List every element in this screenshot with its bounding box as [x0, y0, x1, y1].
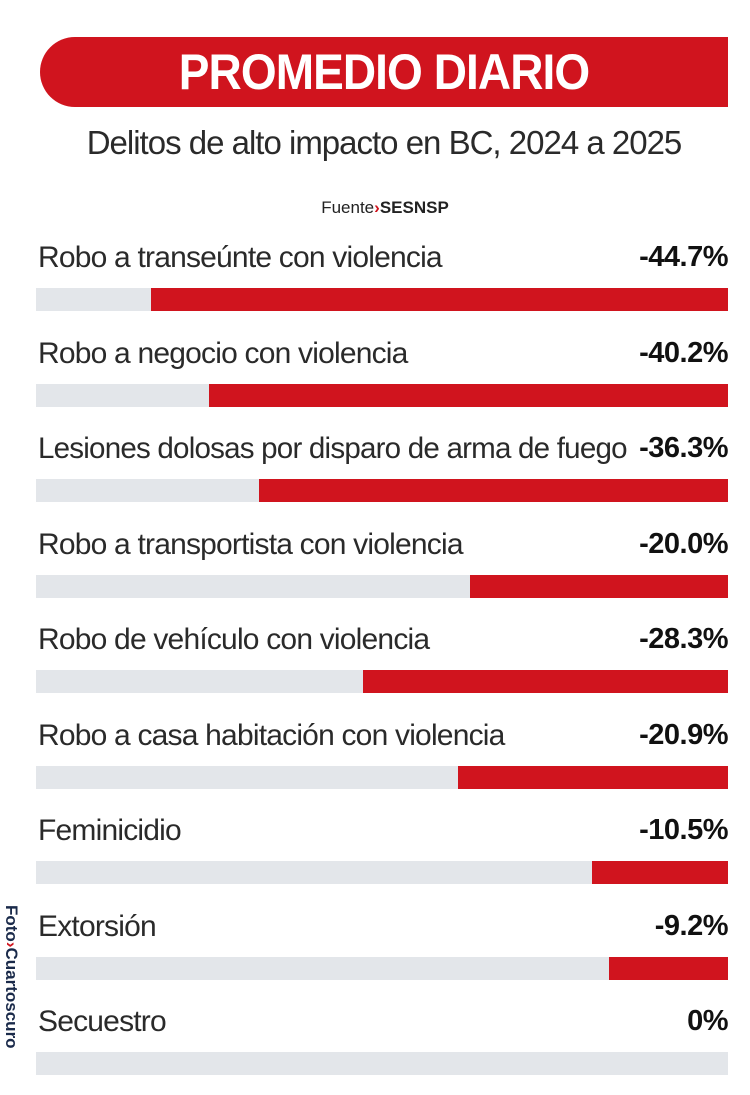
photo-credit: Foto›Cuartoscuro [1, 905, 21, 1055]
bar-row: Robo a casa habitación con violencia -20.… [36, 713, 728, 793]
data-label: -28.3% [639, 623, 728, 655]
bar [609, 956, 728, 980]
data-label: 0% [687, 1005, 728, 1037]
credit-org: Cuartoscuro [2, 947, 21, 1049]
data-label: -20.0% [639, 527, 728, 560]
bar-track [36, 765, 728, 789]
category-label: Robo a transeúnte con violencia [38, 241, 443, 274]
data-label: -9.2% [654, 909, 729, 942]
source-prefix: Fuente [321, 198, 375, 217]
bar-row: Secuestro 0% [36, 999, 728, 1079]
bar [259, 479, 728, 502]
title-banner: PROMEDIO DIARIO [40, 37, 728, 107]
category-label: Robo a casa habitación con violencia [38, 718, 505, 752]
source-line: Fuente›SESNSP [0, 198, 750, 218]
credit-prefix: Foto [2, 905, 21, 942]
bar [592, 861, 728, 884]
bar-row: Robo a transportista con violencia -20.0% [36, 522, 728, 602]
data-label: -20.9% [639, 718, 728, 751]
bar-track [36, 670, 728, 693]
source-org: SESNSP [379, 198, 449, 217]
category-label: Feminicidio [38, 814, 182, 847]
chart-subtitle: Delitos de alto impacto en BC, 2024 a 20… [86, 124, 683, 161]
bar-row: Extorsión -9.2% [36, 904, 729, 984]
data-label: -36.3% [639, 432, 728, 464]
category-label: Lesiones dolosas por disparo de arma de … [38, 432, 628, 465]
bar-row: Lesiones dolosas por disparo de arma de … [36, 426, 728, 506]
bar-track [36, 288, 728, 311]
bar [458, 765, 728, 789]
bar-row: Robo de vehículo con violencia -28.3% [36, 617, 728, 697]
bar-track [36, 479, 728, 502]
data-label: -10.5% [639, 814, 728, 846]
category-label: Robo a transportista con violencia [38, 527, 464, 561]
category-label: Robo de vehículo con violencia [38, 623, 430, 656]
bar-track [36, 861, 728, 884]
chevron-right-icon: › [374, 198, 380, 217]
category-label: Robo a negocio con violencia [38, 336, 408, 370]
bar-track [36, 1052, 728, 1075]
bar-row: Robo a negocio con violencia -40.2% [36, 331, 728, 411]
bar-track [36, 956, 728, 980]
bar [150, 288, 728, 311]
chart-title: PROMEDIO DIARIO [178, 44, 590, 100]
bar-row: Feminicidio -10.5% [36, 808, 728, 888]
bar [209, 383, 728, 407]
bar [362, 670, 728, 693]
bar [469, 574, 728, 598]
category-label: Secuestro [38, 1005, 167, 1038]
data-label: -44.7% [639, 241, 728, 273]
category-label: Extorsión [38, 909, 157, 943]
bar-track [36, 574, 728, 598]
bar-track [36, 383, 728, 407]
bar-row: Robo a transeúnte con violencia -44.7% [36, 235, 728, 315]
data-label: -40.2% [639, 336, 728, 369]
